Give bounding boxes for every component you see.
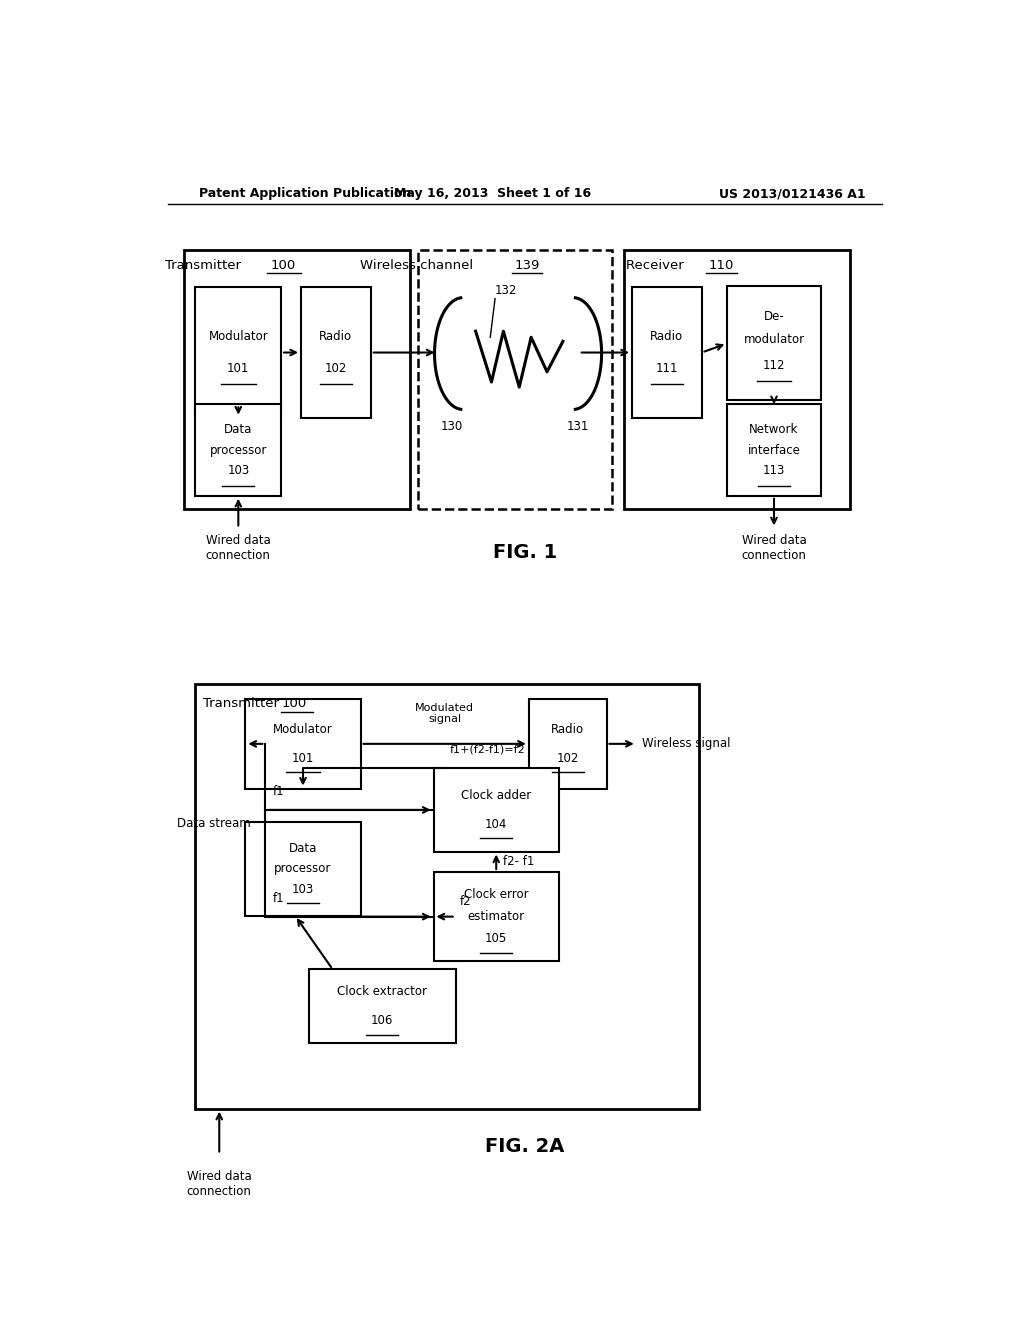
Text: 102: 102 [556, 751, 579, 764]
FancyBboxPatch shape [624, 249, 850, 510]
Text: FIG. 2A: FIG. 2A [485, 1137, 564, 1156]
Text: Radio: Radio [319, 330, 352, 343]
Text: 101: 101 [227, 362, 250, 375]
Text: Data: Data [289, 842, 317, 855]
FancyBboxPatch shape [727, 286, 821, 400]
Text: 104: 104 [485, 817, 508, 830]
FancyBboxPatch shape [727, 404, 821, 496]
Text: 100: 100 [282, 697, 306, 710]
Text: 112: 112 [763, 359, 785, 372]
FancyBboxPatch shape [528, 700, 606, 788]
Text: Wired data
connection: Wired data connection [186, 1170, 252, 1197]
Text: 105: 105 [485, 932, 507, 945]
FancyBboxPatch shape [196, 404, 282, 496]
Text: Wireless signal: Wireless signal [642, 738, 731, 750]
Text: f1: f1 [273, 785, 285, 799]
Text: Data: Data [224, 424, 253, 437]
Text: Radio: Radio [650, 330, 683, 343]
FancyBboxPatch shape [433, 873, 559, 961]
Text: processor: processor [210, 444, 267, 457]
Text: 102: 102 [325, 362, 347, 375]
Text: estimator: estimator [468, 909, 524, 923]
FancyBboxPatch shape [632, 288, 701, 417]
Text: 110: 110 [709, 259, 734, 272]
Text: processor: processor [274, 862, 332, 875]
FancyBboxPatch shape [309, 969, 456, 1043]
Text: Receiver: Receiver [627, 259, 688, 272]
Text: Transmitter: Transmitter [165, 259, 246, 272]
Text: 131: 131 [566, 420, 589, 433]
Text: Network: Network [750, 424, 799, 437]
Text: Radio: Radio [551, 723, 585, 737]
Text: f1: f1 [273, 892, 285, 904]
FancyBboxPatch shape [196, 684, 699, 1109]
Text: De-: De- [764, 310, 784, 323]
Text: 106: 106 [371, 1014, 393, 1027]
Text: Clock adder: Clock adder [461, 789, 531, 803]
Text: May 16, 2013  Sheet 1 of 16: May 16, 2013 Sheet 1 of 16 [394, 187, 592, 201]
Text: modulator: modulator [743, 333, 805, 346]
Text: Modulated
signal: Modulated signal [415, 702, 474, 725]
FancyBboxPatch shape [418, 249, 612, 510]
Text: f2- f1: f2- f1 [503, 855, 534, 869]
Text: 103: 103 [292, 883, 314, 896]
Text: Wireless channel: Wireless channel [359, 259, 481, 272]
Text: Clock error: Clock error [464, 888, 528, 900]
Text: 101: 101 [292, 751, 314, 764]
Text: Transmitter: Transmitter [204, 697, 284, 710]
Text: Wired data
connection: Wired data connection [206, 533, 270, 562]
Text: 130: 130 [440, 420, 463, 433]
FancyBboxPatch shape [433, 768, 559, 851]
Text: f2: f2 [460, 895, 471, 908]
Text: 100: 100 [271, 259, 296, 272]
FancyBboxPatch shape [301, 288, 371, 417]
FancyBboxPatch shape [246, 822, 360, 916]
Text: Patent Application Publication: Patent Application Publication [200, 187, 412, 201]
Text: 111: 111 [655, 362, 678, 375]
FancyBboxPatch shape [196, 288, 282, 417]
FancyBboxPatch shape [246, 700, 360, 788]
Text: interface: interface [748, 444, 801, 457]
Text: 113: 113 [763, 463, 785, 477]
Text: 139: 139 [514, 259, 540, 272]
Text: Data stream: Data stream [177, 817, 251, 830]
Text: 103: 103 [227, 463, 250, 477]
Text: f1+(f2-f1)=f2: f1+(f2-f1)=f2 [450, 744, 525, 755]
FancyBboxPatch shape [183, 249, 410, 510]
Text: 132: 132 [495, 284, 517, 297]
Text: US 2013/0121436 A1: US 2013/0121436 A1 [720, 187, 866, 201]
Text: Clock extractor: Clock extractor [337, 985, 427, 998]
Text: Modulator: Modulator [209, 330, 268, 343]
Text: Modulator: Modulator [273, 723, 333, 737]
Text: Wired data
connection: Wired data connection [741, 533, 807, 562]
Text: FIG. 1: FIG. 1 [493, 544, 557, 562]
